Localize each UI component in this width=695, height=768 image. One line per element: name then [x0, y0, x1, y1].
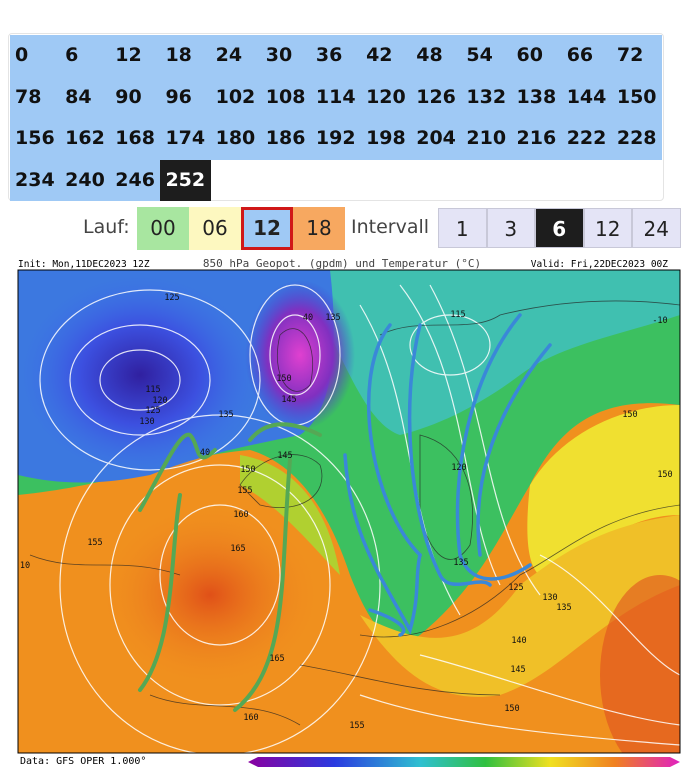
- contour-label: 165: [269, 654, 284, 664]
- contour-label: 135: [556, 603, 571, 613]
- hour-button[interactable]: 180: [210, 118, 261, 160]
- contour-label: 145: [510, 665, 525, 675]
- hour-button[interactable]: 234: [10, 159, 61, 201]
- hour-button[interactable]: 48: [411, 35, 462, 77]
- contour-label: -10: [652, 316, 667, 326]
- hour-button[interactable]: 228: [611, 118, 662, 160]
- contour-label: 10: [20, 561, 30, 571]
- contour-label: 115: [145, 385, 160, 395]
- hour-button[interactable]: 246: [110, 159, 161, 201]
- map-title: 850 hPa Geopot. (gpdm) und Temperatur (°…: [203, 257, 481, 270]
- contour-label: 150: [622, 410, 637, 420]
- contour-label: 135: [325, 313, 340, 323]
- run-label: Lauf:: [83, 216, 130, 238]
- hour-button[interactable]: 150: [611, 76, 662, 118]
- contour-label: 130: [139, 417, 154, 427]
- contour-label: 115: [450, 310, 465, 320]
- hour-button[interactable]: 156: [10, 118, 61, 160]
- hour-button[interactable]: 198: [361, 118, 412, 160]
- contour-label: 160: [243, 713, 258, 723]
- map-frame: [17, 269, 681, 754]
- data-source: Data: GFS OPER 1.000°: [20, 756, 146, 767]
- hour-panel: [8, 33, 664, 201]
- hour-button[interactable]: 192: [310, 118, 362, 160]
- contour-label: 145: [281, 395, 296, 405]
- contour-label: 165: [230, 544, 245, 554]
- hour-button[interactable]: 78: [10, 76, 61, 118]
- contour-label: 150: [504, 704, 519, 714]
- contour-label: 40: [200, 448, 210, 458]
- contour-label: 135: [218, 410, 233, 420]
- contour-label: 135: [453, 558, 468, 568]
- hour-button[interactable]: 90: [110, 76, 161, 118]
- contour-label: 125: [164, 293, 179, 303]
- hour-button[interactable]: 24: [210, 35, 261, 77]
- hour-button[interactable]: 54: [461, 35, 512, 77]
- contour-label: 155: [87, 538, 102, 548]
- hour-button[interactable]: 108: [260, 76, 311, 118]
- hour-button[interactable]: 126: [411, 76, 462, 118]
- hour-button[interactable]: 204: [411, 118, 462, 160]
- color-scale: [248, 757, 680, 767]
- contour-label: 155: [237, 486, 252, 496]
- hour-button[interactable]: 168: [110, 118, 161, 160]
- interval-button[interactable]: 6: [535, 208, 584, 248]
- hour-button[interactable]: 162: [60, 118, 111, 160]
- hour-button[interactable]: 186: [260, 118, 311, 160]
- contour-label: 140: [511, 636, 526, 646]
- hour-button[interactable]: 6: [60, 35, 111, 77]
- hour-button[interactable]: 96: [160, 76, 211, 118]
- interval-button[interactable]: 12: [583, 208, 632, 248]
- contour-label: 155: [349, 721, 364, 731]
- run-button[interactable]: 18: [293, 207, 345, 250]
- hour-button[interactable]: 66: [561, 35, 612, 77]
- contour-label: 150: [276, 374, 291, 384]
- hour-button[interactable]: 42: [361, 35, 412, 77]
- hour-button[interactable]: 102: [210, 76, 261, 118]
- hour-button[interactable]: 210: [461, 118, 512, 160]
- hour-button[interactable]: 138: [511, 76, 562, 118]
- contour-label: 120: [152, 396, 167, 406]
- hour-button[interactable]: 72: [611, 35, 662, 77]
- hour-button[interactable]: 144: [561, 76, 612, 118]
- interval-label: Intervall: [351, 216, 430, 238]
- contour-label: 160: [233, 510, 248, 520]
- hour-button[interactable]: 30: [260, 35, 311, 77]
- hour-button[interactable]: 84: [60, 76, 111, 118]
- interval-button[interactable]: 1: [438, 208, 487, 248]
- run-button[interactable]: 00: [137, 207, 189, 250]
- hour-button[interactable]: 36: [310, 35, 362, 77]
- contour-label: 130: [542, 593, 557, 603]
- hour-button[interactable]: 60: [511, 35, 562, 77]
- hour-button[interactable]: 216: [511, 118, 562, 160]
- weather-map: Init: Mon,11DEC2023 12Z 850 hPa Geopot. …: [17, 257, 681, 767]
- hour-button[interactable]: 132: [461, 76, 512, 118]
- contour-label: 150: [240, 465, 255, 475]
- run-button[interactable]: 12: [241, 207, 293, 250]
- hour-button[interactable]: 0: [10, 35, 61, 77]
- contour-label: 40: [303, 313, 313, 323]
- hour-button[interactable]: 174: [160, 118, 211, 160]
- interval-button[interactable]: 3: [486, 208, 535, 248]
- hour-button[interactable]: 18: [160, 35, 211, 77]
- contour-label: 150: [657, 470, 672, 480]
- hour-button[interactable]: 114: [310, 76, 362, 118]
- hour-button[interactable]: 12: [110, 35, 161, 77]
- map-valid: Valid: Fri,22DEC2023 00Z: [531, 259, 669, 270]
- hour-button[interactable]: 240: [60, 159, 111, 201]
- hour-button[interactable]: 252: [160, 159, 211, 201]
- interval-button[interactable]: 24: [632, 208, 681, 248]
- hour-button[interactable]: 120: [361, 76, 412, 118]
- contour-label: 120: [451, 463, 466, 473]
- hour-button[interactable]: 222: [561, 118, 612, 160]
- contour-label: 145: [277, 451, 292, 461]
- map-init: Init: Mon,11DEC2023 12Z: [18, 259, 150, 270]
- contour-label: 125: [145, 406, 160, 416]
- contour-label: 125: [508, 583, 523, 593]
- run-button[interactable]: 06: [189, 207, 241, 250]
